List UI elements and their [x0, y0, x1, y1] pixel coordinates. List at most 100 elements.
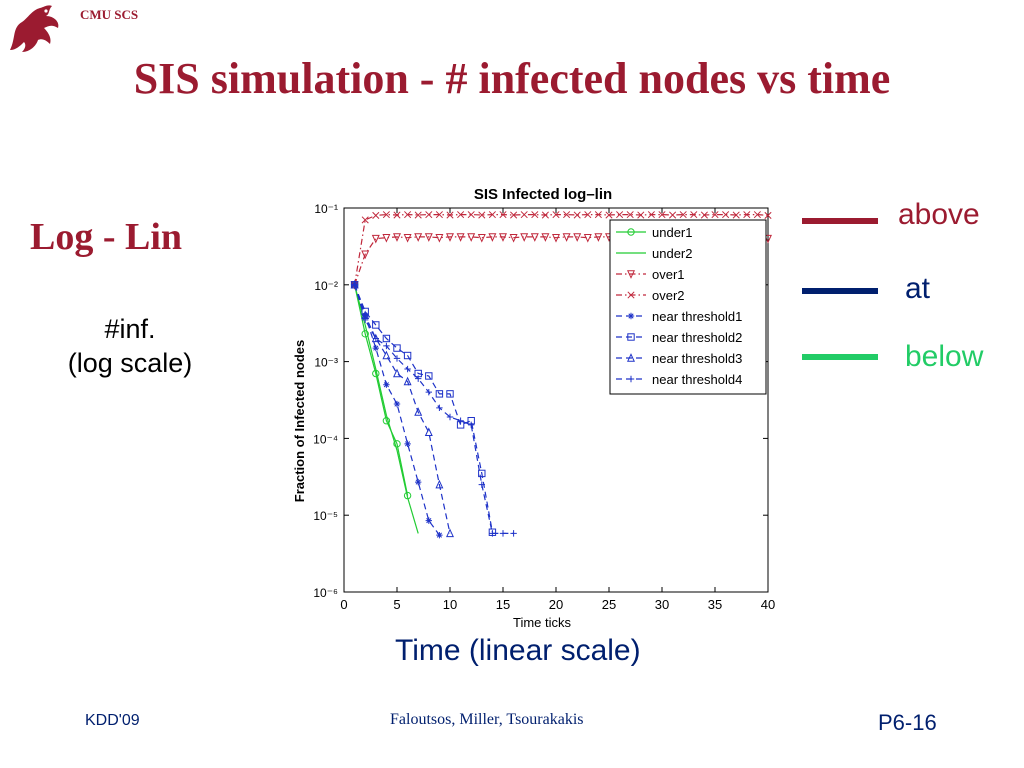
footer-authors: Faloutsos, Miller, Tsourakakis [390, 711, 584, 728]
series-line-over2 [354, 213, 769, 285]
point-near-threshold3 [446, 528, 454, 538]
point-over2 [722, 211, 730, 219]
point-over1 [583, 234, 592, 243]
point-near-threshold1 [425, 517, 432, 524]
series-near-threshold4 [351, 281, 517, 537]
point-over1 [488, 233, 497, 242]
chart-y-label: Fraction of Infected nodes [292, 340, 307, 503]
point-over2 [573, 211, 581, 219]
point-near-threshold2 [382, 334, 391, 343]
point-over2 [753, 211, 761, 219]
point-over1 [414, 233, 423, 242]
point-under1 [361, 330, 369, 338]
point-over2 [679, 211, 687, 219]
point-over2 [446, 211, 454, 219]
point-over1 [371, 234, 380, 244]
point-over2 [467, 211, 475, 219]
point-near-threshold3 [382, 350, 391, 360]
chart-title: SIS Infected log–lin [474, 186, 612, 203]
org-label: CMU SCS [80, 7, 139, 22]
point-over2 [711, 211, 719, 219]
slide-subtitle: Log - Lin [30, 216, 183, 258]
point-near-threshold1 [393, 400, 401, 408]
point-over2 [361, 216, 369, 224]
point-over2 [700, 211, 708, 219]
point-over2 [669, 211, 677, 219]
point-over2 [647, 211, 655, 219]
point-over1 [594, 233, 603, 242]
point-over1 [382, 234, 391, 243]
series-line-near-threshold4 [354, 284, 514, 534]
series-line-under1 [354, 284, 409, 496]
point-over1 [393, 233, 401, 242]
series-near-threshold2 [350, 281, 497, 536]
point-over1 [530, 233, 539, 242]
x-tick-label: 30 [655, 597, 669, 612]
plot-series [350, 211, 772, 539]
legend-above-swatch [802, 218, 878, 224]
y-tick-label: 10⁻³ [314, 356, 338, 370]
point-over1 [541, 233, 550, 242]
point-near-threshold3 [424, 427, 433, 437]
legend-at-label: at [905, 272, 931, 305]
y-tick-label: 10⁻² [314, 279, 338, 293]
point-near-threshold4 [510, 530, 517, 537]
point-over2 [637, 211, 645, 219]
griffin-logo [10, 5, 59, 53]
point-over1 [361, 250, 370, 260]
point-near-threshold4 [351, 281, 358, 288]
point-over2 [658, 211, 666, 219]
point-over2 [478, 211, 486, 219]
point-over2 [520, 211, 528, 219]
chart-x-label: Time ticks [513, 615, 572, 630]
point-over1 [477, 234, 486, 243]
legend-marker-over1 [627, 270, 635, 279]
series-line-under2 [354, 284, 419, 534]
y-caption: #inf. (log scale) [20, 312, 240, 380]
point-near-threshold3 [414, 407, 423, 416]
point-near-threshold1 [404, 440, 411, 448]
y-tick-label: 10⁻⁶ [313, 586, 338, 600]
slide-title: SIS simulation - # infected nodes vs tim… [133, 54, 891, 103]
legend-below-swatch [802, 354, 878, 360]
point-over2 [488, 211, 496, 219]
x-caption: Time (linear scale) [395, 634, 641, 667]
x-tick-label: 35 [708, 597, 722, 612]
point-over2 [425, 211, 433, 219]
legend-label-over1: over1 [652, 267, 685, 282]
legend-below-label: below [905, 340, 984, 373]
point-over2 [764, 211, 772, 219]
point-over1 [509, 234, 518, 243]
point-over2 [743, 211, 751, 219]
x-tick-label: 40 [761, 597, 775, 612]
x-tick-label: 0 [340, 597, 347, 612]
point-over2 [594, 211, 602, 219]
series-near-threshold3 [350, 279, 454, 538]
x-tick-label: 15 [496, 597, 510, 612]
point-over2 [457, 211, 465, 219]
series-under2 [354, 284, 419, 534]
series-under1 [350, 281, 412, 500]
point-near-threshold2 [403, 351, 412, 360]
legend-label-near-threshold3: near threshold3 [652, 351, 742, 366]
point-near-threshold2 [446, 390, 454, 398]
point-near-threshold3 [403, 376, 412, 386]
point-near-threshold4 [425, 388, 432, 396]
point-over1 [446, 233, 454, 242]
point-near-threshold2 [372, 321, 380, 329]
point-near-threshold3 [435, 479, 444, 489]
legend-label-over2: over2 [652, 288, 685, 303]
series-line-near-threshold3 [354, 284, 451, 534]
point-near-threshold1 [415, 478, 422, 486]
point-over1 [520, 233, 529, 242]
point-near-threshold4 [478, 481, 485, 488]
point-over2 [435, 211, 443, 219]
legend-marker-near-threshold1 [627, 312, 635, 320]
legend-label-near-threshold2: near threshold2 [652, 330, 742, 345]
point-near-threshold4 [415, 375, 422, 382]
point-over1 [456, 233, 465, 242]
point-near-threshold2 [435, 390, 444, 398]
point-over1 [499, 233, 507, 242]
legend-label-under2: under2 [652, 246, 692, 261]
point-under1 [393, 440, 401, 448]
